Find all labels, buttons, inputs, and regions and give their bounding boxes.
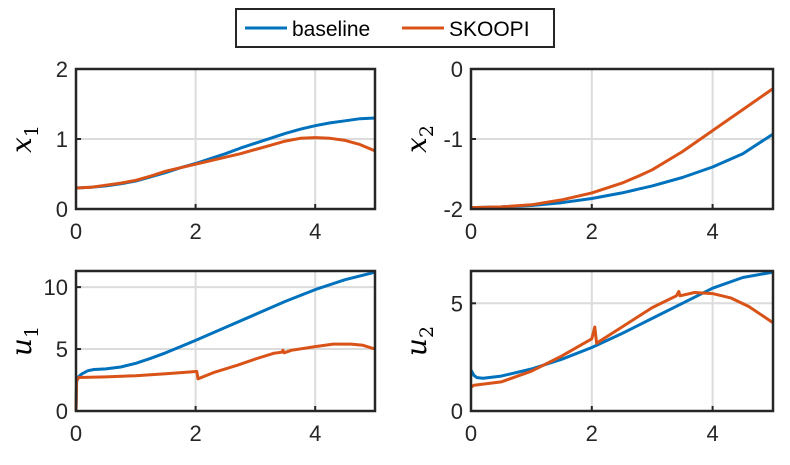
x-tick-label-x2: 0 <box>465 219 477 244</box>
series-line-baseline-u2 <box>469 270 774 380</box>
y-tick-label-u1: 5 <box>56 337 68 362</box>
y-axis-label-x2: x2 <box>400 125 438 153</box>
series-line-skoopi-x2 <box>470 87 774 210</box>
panel-x1: 0 2 4 0 1 2 x1 <box>5 57 377 244</box>
y-tick-label-x2: -2 <box>443 197 463 222</box>
series-line-baseline-u1 <box>74 270 376 412</box>
x-tick-label-u2: 0 <box>465 421 477 446</box>
x-tick-label-u1: 0 <box>70 421 82 446</box>
y-tick-label-x1: 1 <box>56 127 68 152</box>
x-tick-label-x1: 4 <box>309 219 321 244</box>
series-line-skoopi-x1 <box>75 136 376 190</box>
x-tick-label-x1: 2 <box>189 219 201 244</box>
panel-x2: 0 2 4 -2 -1 0 x2 <box>400 57 775 244</box>
y-axis-label-u1: u1 <box>5 326 43 356</box>
axes-frame-u1 <box>74 269 377 413</box>
y-tick-label-u2: 5 <box>451 291 463 316</box>
y-tick-label-u1: 0 <box>56 399 68 424</box>
y-tick-label-x1: 0 <box>56 197 68 222</box>
plot-area-u2 <box>471 271 773 411</box>
legend-box <box>235 8 555 48</box>
legend-label-baseline: baseline <box>292 18 370 41</box>
y-tick-label-u2: 0 <box>451 399 463 424</box>
x-tick-label-u1: 4 <box>309 421 321 446</box>
x-tick-label-x1: 0 <box>70 219 82 244</box>
x-tick-label-u2: 4 <box>706 421 718 446</box>
axes-frame-u2 <box>469 269 775 413</box>
panel-u2: 0 2 4 0 5 u2 <box>400 269 775 446</box>
legend-label-skoopi: SKOOPI <box>449 18 530 41</box>
y-axis-label-u2: u2 <box>400 326 438 356</box>
series-line-skoopi-u1 <box>74 342 376 412</box>
plot-area-u1 <box>76 271 375 411</box>
x-tick-label-x2: 4 <box>706 219 718 244</box>
y-tick-label-u1: 10 <box>44 275 68 300</box>
x-tick-label-x2: 2 <box>586 219 598 244</box>
x-tick-label-u1: 2 <box>189 421 201 446</box>
y-axis-label-x1: x1 <box>5 125 43 153</box>
x-tick-label-u2: 2 <box>586 421 598 446</box>
y-tick-label-x1: 2 <box>56 57 68 82</box>
panel-u1: 0 2 4 0 5 10 u1 <box>5 269 377 446</box>
y-tick-label-x2: -1 <box>443 127 463 152</box>
legend: baseline SKOOPI <box>235 8 555 48</box>
y-tick-label-x2: 0 <box>451 57 463 82</box>
series-line-skoopi-u2 <box>470 290 774 389</box>
